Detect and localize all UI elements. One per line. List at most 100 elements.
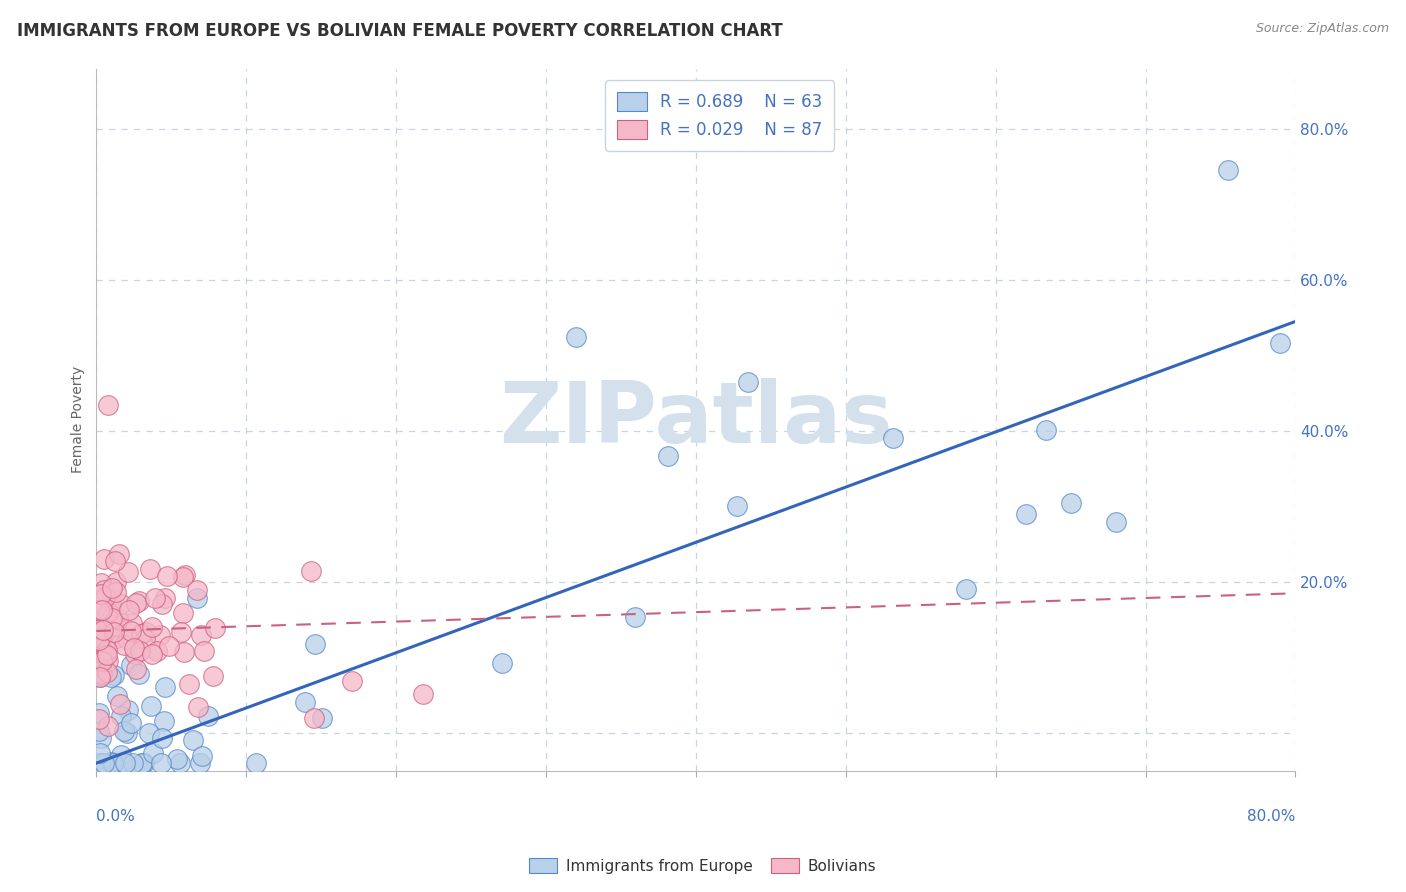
Point	[105, 619, 128, 633]
Point	[104, 574, 127, 589]
Point	[124, 648, 146, 662]
Point	[118, 603, 141, 617]
Point	[131, 627, 153, 641]
Point	[103, 624, 125, 639]
Point	[89, 603, 111, 617]
Point	[186, 591, 208, 605]
Point	[114, 756, 136, 771]
Legend: Immigrants from Europe, Bolivians: Immigrants from Europe, Bolivians	[523, 852, 883, 880]
Point	[166, 752, 188, 766]
Point	[112, 723, 135, 738]
Text: Source: ZipAtlas.com: Source: ZipAtlas.com	[1256, 22, 1389, 36]
Point	[90, 731, 112, 745]
Point	[156, 568, 179, 582]
Point	[94, 648, 117, 662]
Point	[737, 375, 759, 389]
Point	[107, 611, 129, 625]
Point	[174, 567, 197, 582]
Point	[138, 726, 160, 740]
Point	[101, 581, 124, 595]
Point	[143, 591, 166, 605]
Point	[101, 756, 124, 771]
Point	[110, 709, 132, 723]
Point	[93, 756, 115, 771]
Point	[90, 654, 112, 668]
Legend: R = 0.689    N = 63, R = 0.029    N = 87: R = 0.689 N = 63, R = 0.029 N = 87	[606, 80, 834, 151]
Point	[98, 756, 121, 771]
Point	[153, 591, 176, 606]
Point	[100, 593, 122, 607]
Point	[1035, 423, 1057, 437]
Point	[98, 622, 121, 636]
Text: ZIPatlas: ZIPatlas	[499, 378, 893, 461]
Point	[142, 746, 165, 760]
Point	[100, 599, 122, 613]
Point	[181, 732, 204, 747]
Point	[304, 637, 326, 651]
Point	[121, 615, 143, 630]
Point	[193, 644, 215, 658]
Point	[191, 749, 214, 764]
Point	[1014, 507, 1036, 521]
Point	[90, 667, 112, 681]
Point	[186, 583, 208, 598]
Point	[89, 670, 111, 684]
Point	[100, 670, 122, 684]
Point	[89, 633, 111, 648]
Point	[87, 712, 110, 726]
Point	[115, 726, 138, 740]
Point	[204, 621, 226, 635]
Point	[90, 603, 112, 617]
Point	[103, 632, 125, 646]
Point	[90, 623, 112, 637]
Point	[139, 562, 162, 576]
Point	[91, 645, 114, 659]
Point	[89, 646, 111, 660]
Point	[97, 654, 120, 668]
Point	[657, 450, 679, 464]
Point	[149, 756, 172, 771]
Point	[311, 711, 333, 725]
Point	[89, 746, 111, 760]
Point	[146, 643, 169, 657]
Point	[120, 715, 142, 730]
Point	[129, 643, 152, 657]
Point	[197, 709, 219, 723]
Point	[112, 638, 135, 652]
Point	[120, 658, 142, 673]
Point	[87, 623, 110, 637]
Point	[125, 596, 148, 610]
Point	[110, 747, 132, 762]
Point	[153, 681, 176, 695]
Point	[173, 645, 195, 659]
Point	[122, 756, 145, 771]
Point	[135, 624, 157, 639]
Point	[93, 624, 115, 638]
Point	[125, 662, 148, 676]
Point	[89, 723, 111, 738]
Point	[340, 674, 363, 689]
Point	[96, 607, 118, 622]
Point	[565, 329, 588, 343]
Point	[172, 569, 194, 583]
Point	[90, 756, 112, 771]
Text: 0.0%: 0.0%	[97, 809, 135, 824]
Point	[294, 695, 316, 709]
Point	[97, 397, 120, 411]
Y-axis label: Female Poverty: Female Poverty	[72, 366, 86, 474]
Point	[245, 756, 267, 771]
Point	[169, 756, 191, 771]
Point	[302, 711, 325, 725]
Point	[139, 698, 162, 713]
Point	[128, 594, 150, 608]
Point	[179, 677, 201, 691]
Point	[157, 639, 180, 653]
Point	[150, 597, 173, 611]
Point	[132, 756, 155, 771]
Point	[105, 584, 128, 599]
Point	[93, 583, 115, 598]
Point	[1104, 515, 1126, 529]
Point	[141, 647, 163, 661]
Point	[623, 610, 645, 624]
Point	[94, 590, 117, 604]
